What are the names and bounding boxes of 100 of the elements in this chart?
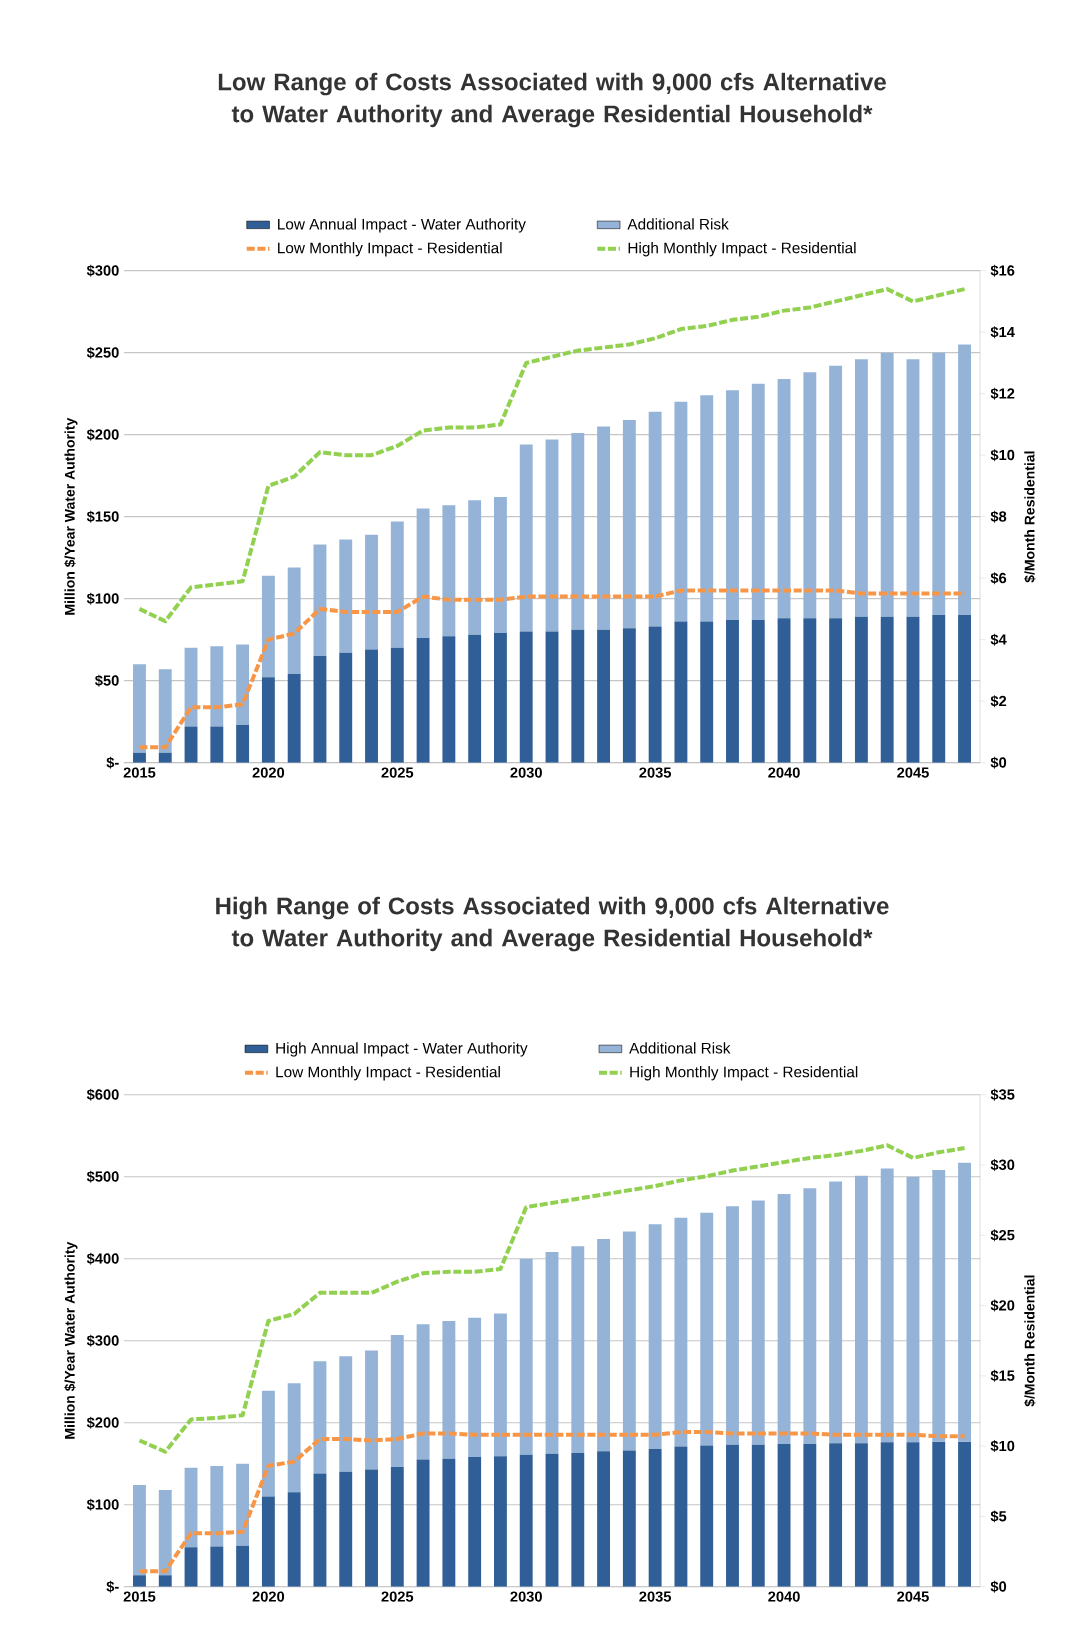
bar	[803, 372, 817, 619]
bar	[365, 649, 378, 763]
y2-axis-title: $/Month Residential	[1024, 1275, 1036, 1407]
bar	[236, 1463, 250, 1546]
bar	[493, 1456, 507, 1587]
y-axis-title: Million $/Year Water Authority	[64, 1241, 78, 1439]
bar	[571, 1453, 585, 1587]
bar	[777, 618, 791, 763]
bar	[571, 1246, 585, 1453]
bar	[700, 621, 714, 763]
y-axis-title: Million $/Year Water Authority	[64, 417, 78, 615]
bar	[236, 1545, 250, 1587]
bar	[442, 1458, 456, 1587]
legend-label: Low Monthly Impact - Residential	[276, 1066, 500, 1081]
bar	[829, 1443, 843, 1587]
bar	[906, 616, 920, 763]
bar	[442, 505, 456, 637]
y2-tick-label: $8	[990, 510, 1007, 523]
bar	[339, 1471, 353, 1587]
bar	[751, 1200, 765, 1445]
bar	[726, 1206, 739, 1445]
x-tick-label: 2045	[897, 1591, 929, 1602]
bar	[597, 426, 611, 630]
y2-tick-label: $6	[990, 572, 1007, 585]
bar	[468, 1457, 482, 1587]
y2-tick-label: $0	[990, 1580, 1007, 1593]
bar	[932, 1170, 946, 1442]
bar	[854, 1443, 868, 1587]
x-tick-label: 2035	[639, 1591, 672, 1602]
bar	[777, 1443, 791, 1587]
bar	[597, 1451, 611, 1587]
x-tick-label: 2040	[768, 1591, 800, 1602]
bar	[416, 508, 430, 639]
y2-tick-label: $5	[990, 1510, 1007, 1523]
bar	[261, 677, 275, 763]
bar	[700, 1445, 714, 1587]
bar	[726, 619, 739, 763]
bar	[390, 1466, 404, 1587]
bar	[210, 726, 224, 763]
bar	[932, 1441, 946, 1587]
bar	[442, 636, 456, 763]
y2-tick-label: $25	[990, 1229, 1015, 1242]
y-tick-label: $600	[86, 1088, 119, 1101]
bar	[726, 1444, 739, 1587]
legend-label: Low Annual Impact - Water Authority	[278, 218, 526, 233]
bar	[313, 1361, 327, 1474]
bar	[854, 359, 868, 617]
bar	[287, 1383, 301, 1493]
bar	[545, 1252, 559, 1454]
bar	[777, 1193, 791, 1444]
bar	[829, 1181, 843, 1444]
x-tick-label: 2020	[252, 767, 285, 778]
bar	[880, 1442, 894, 1587]
bar	[339, 539, 353, 653]
bar	[519, 444, 533, 632]
bar	[622, 628, 636, 763]
bar	[906, 1442, 920, 1587]
legend-label: High Monthly Impact - Residential	[630, 1066, 858, 1081]
bar	[854, 616, 868, 763]
bar	[158, 669, 172, 753]
bar	[803, 1443, 817, 1587]
bar	[958, 1162, 971, 1442]
y-tick-label: $200	[86, 1416, 119, 1429]
bar	[442, 1320, 456, 1459]
bar	[210, 1546, 224, 1587]
y2-tick-label: $0	[990, 756, 1007, 769]
bar	[932, 615, 946, 763]
y-tick-label: $300	[86, 264, 119, 277]
bar	[674, 401, 688, 622]
y-tick-label: $400	[86, 1252, 119, 1265]
bar	[210, 1466, 224, 1547]
bar	[365, 534, 378, 650]
bar	[287, 567, 301, 675]
bar	[519, 1454, 533, 1587]
bar	[133, 664, 146, 753]
x-tick-label: 2045	[897, 767, 929, 778]
y2-tick-label: $30	[990, 1158, 1015, 1171]
bar	[545, 439, 559, 632]
bar	[390, 647, 404, 763]
bar	[416, 1459, 430, 1587]
bar	[648, 1448, 662, 1587]
bar	[880, 616, 894, 763]
bar	[545, 1453, 559, 1587]
chart-title: High Range of Costs Associated with 9,000 cfs Alternative to Water Authority and Average Residential Household*	[216, 896, 889, 952]
x-tick-label: 2035	[639, 767, 672, 778]
y-tick-label: $-	[106, 1580, 119, 1593]
x-tick-label: 2025	[381, 1591, 414, 1602]
bar	[622, 419, 636, 629]
bar	[261, 575, 275, 678]
bar	[519, 1258, 533, 1455]
x-tick-label: 2030	[510, 767, 542, 778]
bar	[571, 433, 585, 630]
x-tick-label: 2015	[123, 767, 156, 778]
y2-tick-label: $15	[990, 1369, 1015, 1382]
bar	[519, 631, 533, 763]
bar	[622, 1231, 636, 1451]
y-tick-label: $-	[106, 756, 119, 769]
bar	[236, 724, 250, 763]
x-tick-label: 2040	[768, 767, 800, 778]
bar	[958, 344, 971, 616]
